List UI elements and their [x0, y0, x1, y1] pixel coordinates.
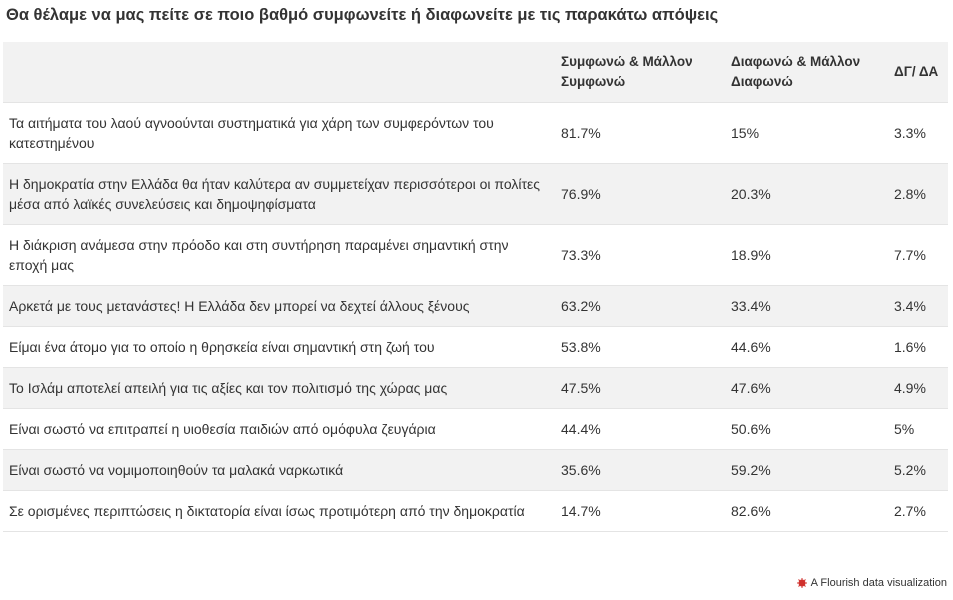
- header-cell: Συμφωνώ & Μάλλον Συμφωνώ: [555, 42, 725, 103]
- value-cell: 20.3%: [725, 163, 888, 225]
- table: Συμφωνώ & Μάλλον Συμφωνώ Διαφωνώ & Μάλλον…: [3, 42, 948, 532]
- value-cell: 5.2%: [888, 449, 948, 491]
- value-cell: 2.7%: [888, 490, 948, 532]
- value-cell: 14.7%: [555, 490, 725, 532]
- value-cell: 2.8%: [888, 163, 948, 225]
- value-cell: 44.6%: [725, 326, 888, 368]
- statement-cell: Η δημοκρατία στην Ελλάδα θα ήταν καλύτερ…: [3, 163, 555, 225]
- value-cell: 44.4%: [555, 408, 725, 450]
- value-cell: 1.6%: [888, 326, 948, 368]
- statement-cell: Η διάκριση ανάμεσα στην πρόοδο και στη σ…: [3, 224, 555, 286]
- value-cell: 63.2%: [555, 285, 725, 327]
- value-cell: 47.5%: [555, 367, 725, 409]
- value-cell: 7.7%: [888, 224, 948, 286]
- value-cell: 59.2%: [725, 449, 888, 491]
- value-cell: 76.9%: [555, 163, 725, 225]
- table-row: Το Ισλάμ αποτελεί απειλή για τις αξίες κ…: [3, 367, 948, 409]
- value-cell: 33.4%: [725, 285, 888, 327]
- statement-cell: Σε ορισμένες περιπτώσεις η δικτατορία εί…: [3, 490, 555, 532]
- table-row: Είναι σωστό να νομιμοποιηθούν τα μαλακά …: [3, 449, 948, 491]
- table-row: Είναι σωστό να επιτραπεί η υιοθεσία παιδ…: [3, 408, 948, 450]
- value-cell: 15%: [725, 102, 888, 164]
- footer: A Flourish data visualization: [796, 577, 947, 589]
- table-row: Αρκετά με τους μετανάστες! Η Ελλάδα δεν …: [3, 285, 948, 327]
- header-cell: ΔΓ/ ΔΑ: [888, 42, 948, 103]
- value-cell: 4.9%: [888, 367, 948, 409]
- statement-cell: Είναι σωστό να νομιμοποιηθούν τα μαλακά …: [3, 449, 555, 491]
- table-row: Η δημοκρατία στην Ελλάδα θα ήταν καλύτερ…: [3, 163, 948, 225]
- value-cell: 73.3%: [555, 224, 725, 286]
- value-cell: 81.7%: [555, 102, 725, 164]
- value-cell: 18.9%: [725, 224, 888, 286]
- title: Θα θέλαμε να μας πείτε σε ποιο βαθμό συμ…: [6, 6, 719, 24]
- table-body: Τα αιτήματα του λαού αγνοούνται συστηματ…: [3, 102, 948, 532]
- table-row: Τα αιτήματα του λαού αγνοούνται συστηματ…: [3, 102, 948, 164]
- statement-cell: Τα αιτήματα του λαού αγνοούνται συστηματ…: [3, 102, 555, 164]
- table-row: Είμαι ένα άτομο για το οποίο η θρησκεία …: [3, 326, 948, 368]
- value-cell: 82.6%: [725, 490, 888, 532]
- statement-cell: Είναι σωστό να επιτραπεί η υιοθεσία παιδ…: [3, 408, 555, 450]
- flourish-icon: [796, 578, 807, 588]
- statement-cell: Το Ισλάμ αποτελεί απειλή για τις αξίες κ…: [3, 367, 555, 409]
- footer-text: A Flourish data visualization: [810, 577, 947, 589]
- header-cell: Διαφωνώ & Μάλλον Διαφωνώ: [725, 42, 888, 103]
- header-row: Συμφωνώ & Μάλλον Συμφωνώ Διαφωνώ & Μάλλον…: [3, 42, 948, 103]
- table-row: Σε ορισμένες περιπτώσεις η δικτατορία εί…: [3, 490, 948, 532]
- statement-cell: Είμαι ένα άτομο για το οποίο η θρησκεία …: [3, 326, 555, 368]
- table-row: Η διάκριση ανάμεσα στην πρόοδο και στη σ…: [3, 224, 948, 286]
- value-cell: 35.6%: [555, 449, 725, 491]
- value-cell: 3.3%: [888, 102, 948, 164]
- value-cell: 53.8%: [555, 326, 725, 368]
- value-cell: 50.6%: [725, 408, 888, 450]
- statement-cell: Αρκετά με τους μετανάστες! Η Ελλάδα δεν …: [3, 285, 555, 327]
- value-cell: 5%: [888, 408, 948, 450]
- header-cell: [3, 42, 555, 103]
- value-cell: 3.4%: [888, 285, 948, 327]
- value-cell: 47.6%: [725, 367, 888, 409]
